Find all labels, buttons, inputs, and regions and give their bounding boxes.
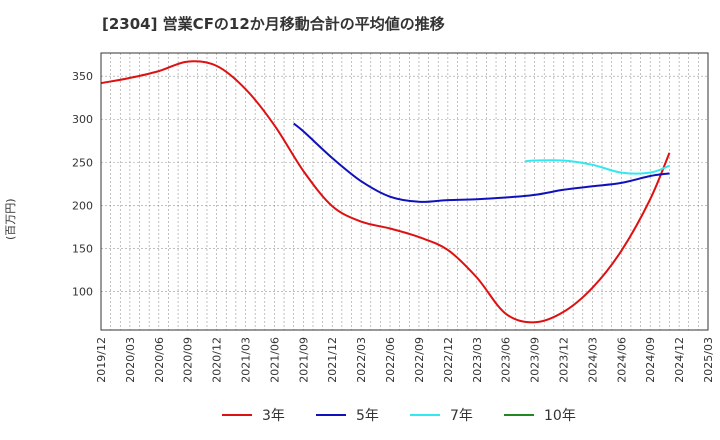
x-tick-label: 2024/09 xyxy=(644,337,657,383)
x-tick-label: 2021/03 xyxy=(240,337,253,383)
series-line-1 xyxy=(293,122,670,203)
x-tick-label: 2022/12 xyxy=(442,337,455,383)
legend-item: 10年 xyxy=(504,402,576,428)
x-tick-label: 2022/03 xyxy=(355,337,368,383)
x-tick-labels: 2019/12 2020/03 2020/06 2020/09 2020/12 2021/… xyxy=(95,337,715,383)
x-tick-label: 2022/06 xyxy=(384,337,397,383)
y-tick-labels: 100 150 200 250 300 350 xyxy=(72,70,93,298)
y-tick-label: 250 xyxy=(72,156,93,169)
legend-label: 10年 xyxy=(544,408,576,424)
y-tick-label: 100 xyxy=(72,285,93,298)
chart-canvas: 100 150 200 250 300 350 2019/12 2020/03 2020/06… xyxy=(72,52,715,383)
y-tick-label: 200 xyxy=(72,199,93,212)
chart-title: [2304] 営業CFの12か月移動合計の平均値の推移 xyxy=(102,15,445,33)
legend: 3年 5年 7年 10年 xyxy=(0,402,720,428)
series-line-2 xyxy=(524,159,670,175)
x-tick-label: 2022/09 xyxy=(413,337,426,383)
legend-swatch xyxy=(410,414,440,416)
legend-item: 3年 xyxy=(222,402,285,428)
grid-lines xyxy=(101,53,708,330)
plot-area-background xyxy=(101,53,708,330)
plot-area-border xyxy=(100,52,709,331)
x-tick-label: 2021/12 xyxy=(326,337,339,383)
x-tick-label: 2023/12 xyxy=(557,337,570,383)
x-tick-label: 2020/12 xyxy=(211,337,224,383)
legend-swatch xyxy=(222,414,252,416)
y-tick-label: 300 xyxy=(72,113,93,126)
legend-label: 5年 xyxy=(356,408,379,424)
legend-swatch xyxy=(504,414,534,416)
x-tick-label: 2023/03 xyxy=(471,337,484,383)
x-tick-label: 2021/06 xyxy=(268,337,281,383)
series-line-0 xyxy=(100,60,671,324)
legend-item: 5年 xyxy=(316,402,379,428)
x-tick-label: 2024/03 xyxy=(586,337,599,383)
y-tick-label: 150 xyxy=(72,242,93,255)
x-tick-label: 2020/09 xyxy=(182,337,195,383)
x-tick-label: 2023/06 xyxy=(500,337,513,383)
x-tick-label: 2020/06 xyxy=(153,337,166,383)
x-tick-label: 2025/03 xyxy=(702,337,715,383)
series-lines xyxy=(100,60,671,324)
x-tick-label: 2020/03 xyxy=(124,337,137,383)
legend-item: 7年 xyxy=(410,402,473,428)
legend-swatch xyxy=(316,414,346,416)
x-tick-label: 2024/12 xyxy=(673,337,686,383)
x-tick-label: 2023/09 xyxy=(529,337,542,383)
legend-label: 3年 xyxy=(262,408,285,424)
x-tick-label: 2021/09 xyxy=(297,337,310,383)
x-tick-label: 2024/06 xyxy=(615,337,628,383)
y-tick-label: 350 xyxy=(72,70,93,83)
x-tick-label: 2019/12 xyxy=(95,337,108,383)
legend-label: 7年 xyxy=(450,408,473,424)
